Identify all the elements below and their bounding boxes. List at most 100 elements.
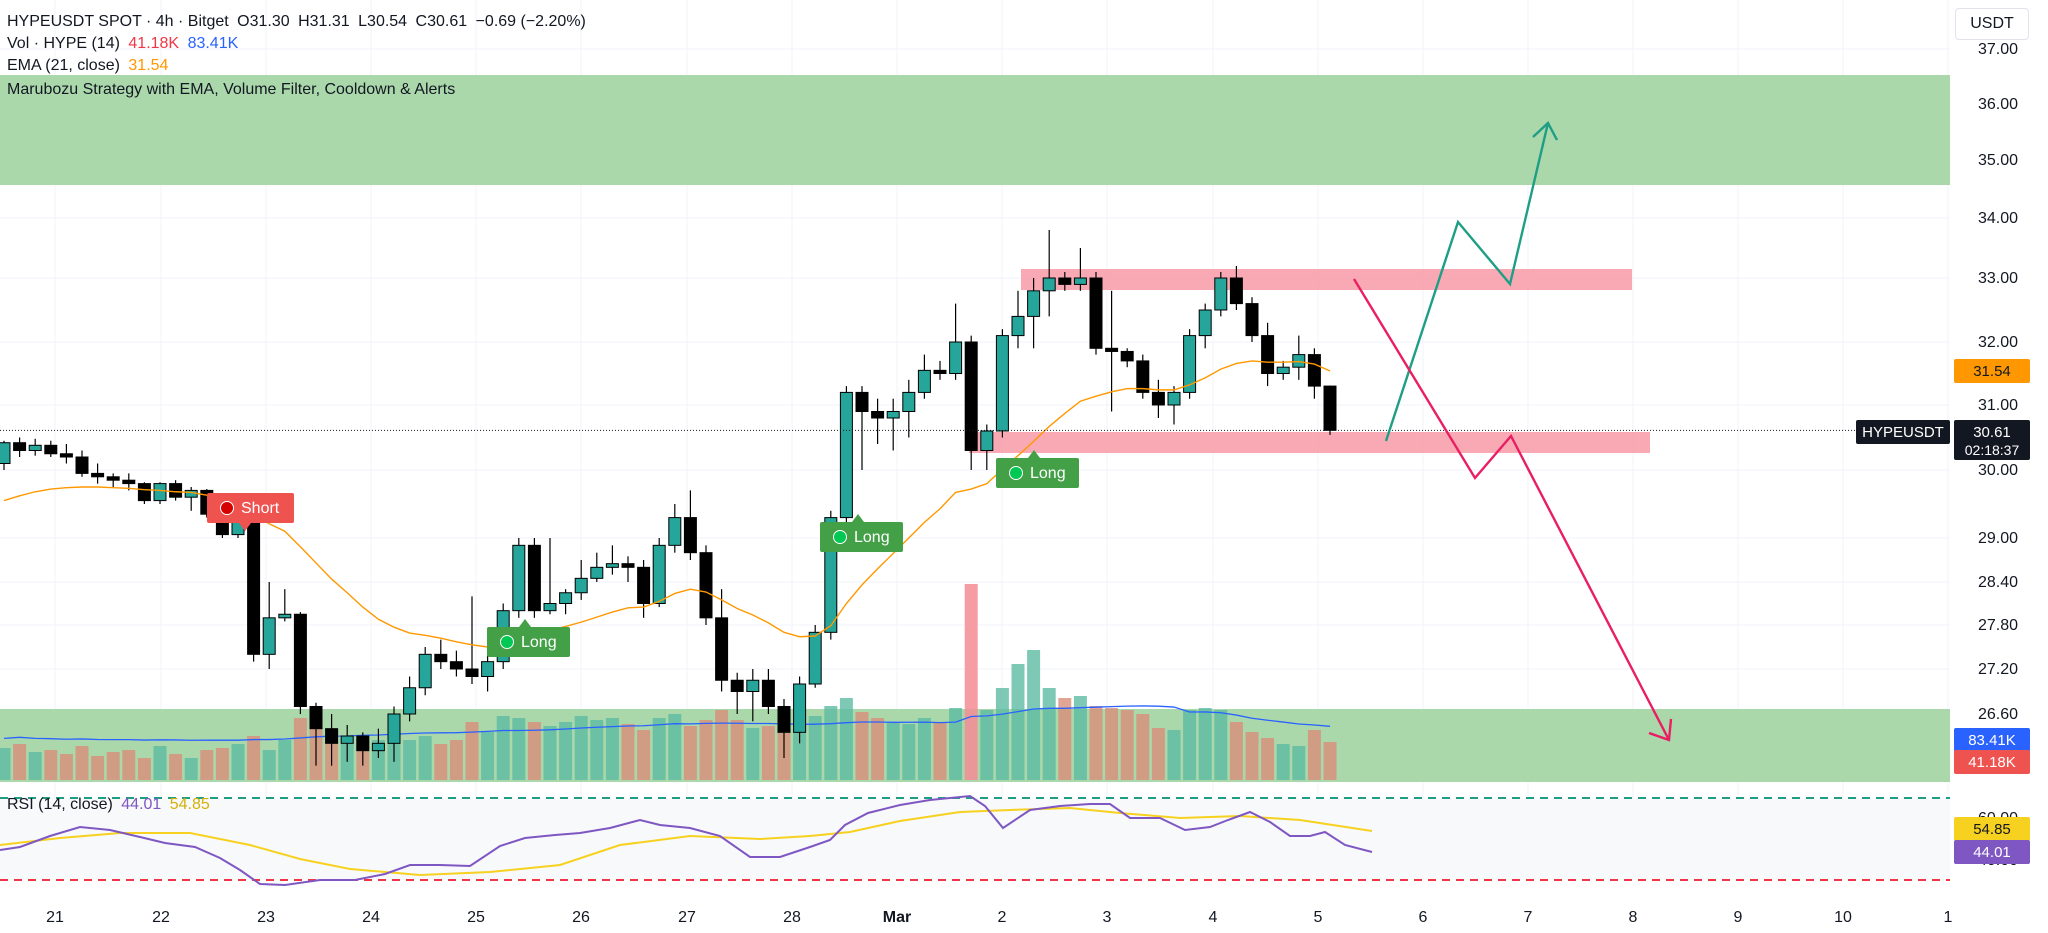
candle[interactable]	[730, 672, 744, 714]
candle[interactable]	[309, 702, 323, 766]
candle[interactable]	[75, 450, 89, 477]
candle[interactable]	[855, 386, 869, 470]
candle[interactable]	[1198, 303, 1212, 349]
candle[interactable]	[902, 379, 916, 438]
candle-body	[886, 411, 900, 419]
candle[interactable]	[449, 650, 463, 677]
candle[interactable]	[1214, 272, 1228, 317]
currency-button[interactable]: USDT	[1955, 8, 2029, 40]
time-tick-label: 4	[1209, 909, 1218, 926]
candle[interactable]	[1167, 386, 1181, 425]
candle[interactable]	[418, 647, 432, 696]
candle[interactable]	[434, 639, 448, 669]
candles[interactable]	[0, 230, 1337, 766]
candle[interactable]	[106, 473, 120, 487]
candle[interactable]	[153, 482, 167, 504]
candle[interactable]	[28, 438, 42, 456]
candle[interactable]	[699, 545, 713, 625]
candle[interactable]	[949, 303, 963, 380]
strategy-legend[interactable]: Marubozu Strategy with EMA, Volume Filte…	[7, 80, 459, 100]
candle[interactable]	[980, 424, 994, 471]
candle[interactable]	[605, 545, 619, 575]
candle[interactable]	[340, 725, 354, 762]
ema-legend[interactable]: EMA (21, close) 31.54	[7, 56, 172, 76]
rsi-legend[interactable]: RSI (14, close) 44.01 54.85	[7, 795, 214, 815]
candle-body	[621, 563, 635, 568]
rsi-label[interactable]: RSI (14, close)	[7, 796, 113, 813]
candle[interactable]	[964, 335, 978, 470]
candle[interactable]	[262, 582, 276, 669]
candle[interactable]	[1011, 290, 1025, 349]
candle[interactable]	[839, 386, 853, 525]
volume-legend[interactable]: Vol · HYPE (14) 41.18K 83.41K	[7, 34, 242, 54]
candle[interactable]	[293, 612, 307, 714]
candle[interactable]	[621, 556, 635, 582]
candle[interactable]	[871, 398, 885, 444]
symbol-name[interactable]: HYPEUSDT SPOT · 4h · Bitget	[7, 13, 229, 30]
candle[interactable]	[1120, 348, 1134, 368]
candle[interactable]	[1073, 248, 1087, 291]
candle[interactable]	[465, 596, 479, 684]
volume-label[interactable]: Vol · HYPE (14)	[7, 35, 120, 52]
candle[interactable]	[761, 669, 775, 714]
candle[interactable]	[746, 669, 760, 722]
candle[interactable]	[1089, 272, 1103, 355]
candle[interactable]	[1307, 348, 1321, 399]
candle[interactable]	[668, 504, 682, 553]
rsi-pane[interactable]	[0, 794, 1950, 887]
candle[interactable]	[652, 538, 666, 608]
candle[interactable]	[1261, 322, 1275, 387]
candle[interactable]	[1027, 278, 1041, 349]
candle[interactable]	[356, 732, 370, 766]
candle[interactable]	[122, 473, 136, 491]
candle[interactable]	[715, 589, 729, 692]
candle[interactable]	[0, 440, 11, 470]
candle[interactable]	[1276, 360, 1290, 380]
candle[interactable]	[325, 714, 339, 766]
candle[interactable]	[574, 560, 588, 600]
candle[interactable]	[995, 329, 1009, 438]
volume-bar	[559, 722, 573, 780]
candle[interactable]	[808, 625, 822, 688]
candle[interactable]	[1151, 379, 1165, 418]
candle[interactable]	[512, 538, 526, 618]
candle[interactable]	[886, 398, 900, 451]
candle[interactable]	[371, 728, 385, 758]
candle[interactable]	[481, 654, 495, 692]
volume-bar	[839, 698, 853, 780]
candle[interactable]	[1183, 329, 1197, 399]
candle[interactable]	[1136, 354, 1150, 399]
candle[interactable]	[793, 676, 807, 744]
symbol-legend[interactable]: HYPEUSDT SPOT · 4h · Bitget O31.30 H31.3…	[7, 12, 590, 32]
candle[interactable]	[683, 490, 697, 560]
candle[interactable]	[13, 437, 27, 458]
candle[interactable]	[1042, 230, 1056, 317]
candle[interactable]	[1229, 266, 1243, 310]
volume-bar	[1120, 710, 1134, 780]
candle[interactable]	[590, 552, 604, 582]
candle[interactable]	[403, 676, 417, 722]
candle[interactable]	[637, 560, 651, 618]
candle[interactable]	[44, 440, 58, 457]
candle[interactable]	[933, 360, 947, 380]
candle[interactable]	[1245, 297, 1259, 342]
candle[interactable]	[91, 463, 105, 484]
candle[interactable]	[777, 699, 791, 758]
candle[interactable]	[184, 487, 198, 511]
candle[interactable]	[137, 482, 151, 504]
candle[interactable]	[917, 354, 931, 399]
candle[interactable]	[387, 706, 401, 762]
candle[interactable]	[247, 514, 261, 662]
ema-label[interactable]: EMA (21, close)	[7, 57, 120, 74]
candle[interactable]	[59, 444, 73, 464]
candle[interactable]	[1058, 272, 1072, 291]
candle[interactable]	[1323, 385, 1337, 435]
candle[interactable]	[169, 480, 183, 501]
strategy-label[interactable]: Marubozu Strategy with EMA, Volume Filte…	[7, 81, 456, 98]
candle[interactable]	[527, 538, 541, 618]
candle[interactable]	[543, 538, 557, 615]
candle[interactable]	[559, 589, 573, 615]
candle[interactable]	[278, 589, 292, 622]
